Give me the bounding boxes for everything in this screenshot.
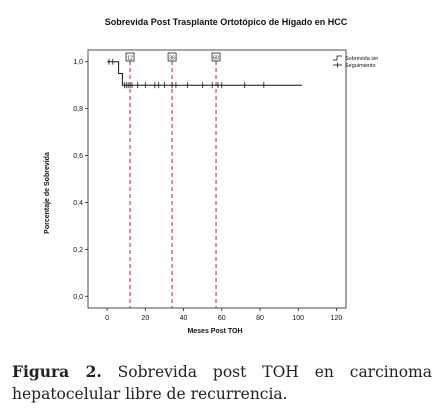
survival-curve [107,58,302,89]
y-tick-label: 0,4 [73,200,83,207]
survival-step-line [107,61,302,86]
caption-text: Sobrevida post TOH en carcinoma hepatoce… [12,363,432,403]
y-tick-label: 0,2 [73,247,83,254]
reference-label-box [125,52,135,62]
x-axis-label: Meses Post TOH [187,328,242,335]
x-tick-label: 100 [292,315,304,322]
legend-label: Sobrevida sin [345,56,378,62]
y-tick-label: 0,0 [73,294,83,301]
chart-title: Sobrevida Post Trasplante Ortotópico de … [105,17,348,27]
x-tick-label: 120 [331,315,343,322]
y-tick-label: 1,0 [73,59,83,66]
x-tick-label: 20 [141,315,149,322]
reference-label-box [211,52,221,62]
figure-caption: Figura 2. Sobrevida post TOH en carcinom… [12,361,432,405]
axes: 0 20 40 60 80 100 120 0,0 0,2 0,4 0,6 0,8 1,0 [73,49,347,322]
reference-label: 60 [213,56,219,62]
reference-lines: 12 36 60 [125,52,221,308]
y-tick-label: 0,8 [73,106,83,113]
reference-label-box [167,52,177,62]
legend-label: Seguimiento [345,63,376,69]
x-tick-label: 80 [256,315,264,322]
plot-frame [87,49,347,309]
x-tick-label: 40 [180,315,188,322]
x-tick-label: 0 [105,315,109,322]
reference-label: 36 [169,56,175,62]
caption-prefix: Figura 2. [12,362,102,381]
reference-label: 12 [127,56,133,62]
y-tick-label: 0,6 [73,153,83,160]
y-axis-label: Porcentaje de Sobrevida [44,152,51,234]
survival-chart: Sobrevida Post Trasplante Ortotópico de … [44,17,378,335]
x-tick-label: 60 [218,315,226,322]
legend-step-symbol [333,55,342,61]
